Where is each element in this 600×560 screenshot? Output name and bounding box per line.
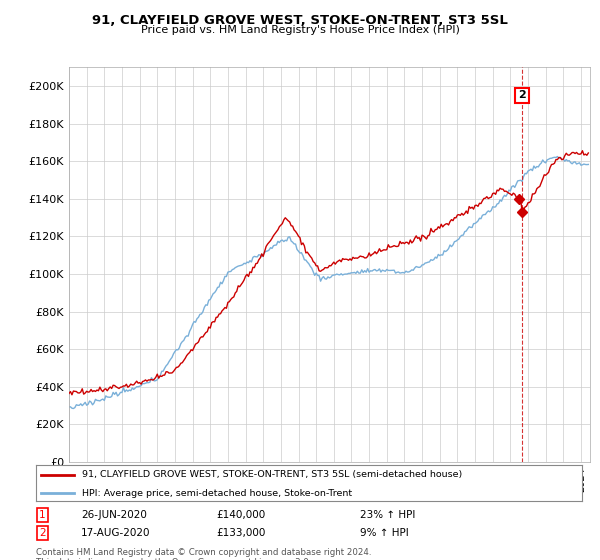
Text: 23% ↑ HPI: 23% ↑ HPI [360,510,415,520]
Text: 26-JUN-2020: 26-JUN-2020 [81,510,147,520]
Text: £133,000: £133,000 [216,528,265,538]
Text: £140,000: £140,000 [216,510,265,520]
Text: 1: 1 [39,510,46,520]
Text: 9% ↑ HPI: 9% ↑ HPI [360,528,409,538]
Text: 17-AUG-2020: 17-AUG-2020 [81,528,151,538]
Text: 91, CLAYFIELD GROVE WEST, STOKE-ON-TRENT, ST3 5SL (semi-detached house): 91, CLAYFIELD GROVE WEST, STOKE-ON-TRENT… [82,470,463,479]
Text: HPI: Average price, semi-detached house, Stoke-on-Trent: HPI: Average price, semi-detached house,… [82,489,353,498]
Text: 2: 2 [39,528,46,538]
Text: Contains HM Land Registry data © Crown copyright and database right 2024.
This d: Contains HM Land Registry data © Crown c… [36,548,371,560]
Text: 2: 2 [518,90,526,100]
Text: 91, CLAYFIELD GROVE WEST, STOKE-ON-TRENT, ST3 5SL: 91, CLAYFIELD GROVE WEST, STOKE-ON-TRENT… [92,14,508,27]
Text: Price paid vs. HM Land Registry's House Price Index (HPI): Price paid vs. HM Land Registry's House … [140,25,460,35]
